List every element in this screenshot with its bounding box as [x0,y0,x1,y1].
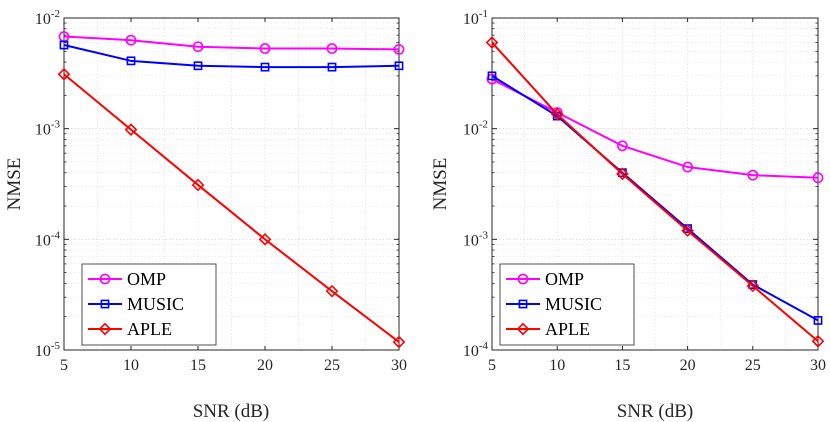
data-point [258,233,272,246]
x-axis-label: SNR (dB) [617,401,694,422]
data-point [394,61,404,71]
legend: OMP MUSIC APLE [81,263,217,346]
y-tick-label: 10-4 [463,340,489,360]
y-tick-label: 10-2 [463,119,488,139]
legend-entry: OMP [88,269,166,289]
x-tick-label: 25 [324,357,340,374]
x-tick-label: 30 [810,357,826,374]
legend-label: OMP [127,269,166,289]
data-point [393,44,405,55]
x-axis: 5 10 15 20 25 30 [60,18,407,374]
data-point [485,36,499,49]
data-point [682,161,693,173]
series-line [63,44,400,69]
y-tick-label: 10-1 [463,8,488,28]
legend-entry: MUSIC [506,294,602,314]
y-tick-label: 10-4 [35,229,61,249]
y-axis-label: NMSE [4,158,25,211]
series-line [491,41,819,342]
chart-left: 5 10 15 20 25 30 10-5 10-4 10-3 10-2 SNR (dB) NMSE O… [4,8,407,422]
series-line [63,73,400,343]
legend-entry: MUSIC [88,294,184,314]
data-point [616,167,629,181]
x-tick-label: 5 [60,357,68,374]
x-axis-label: SNR (dB) [193,401,270,422]
legend-label: MUSIC [127,294,184,314]
x-tick-label: 15 [190,357,206,374]
data-point [747,169,759,181]
legend-marker [518,299,528,309]
legend-entry: APLE [506,319,590,339]
x-tick-label: 25 [745,357,761,374]
data-point [327,62,337,72]
data-point [260,62,270,72]
y-tick-label: 10-3 [35,119,61,139]
y-axis: 10-5 10-4 10-3 10-2 [35,8,399,360]
axes-box [63,17,400,351]
x-tick-label: 30 [391,357,407,374]
data-point [259,43,271,54]
y-tick-label: 10-5 [35,340,61,360]
series-omp [486,73,824,184]
data-point [191,178,205,192]
data-point [192,41,204,53]
x-axis: 5 10 15 20 25 30 [488,18,826,374]
y-axis: 10-4 10-3 10-2 10-1 [463,8,818,360]
data-point [57,67,71,81]
x-tick-label: 15 [614,357,630,374]
series-aple [485,36,825,348]
series-music [59,40,404,72]
x-tick-label: 10 [123,357,139,374]
x-tick-label: 5 [488,357,496,374]
series-line [63,35,400,51]
data-point [746,279,760,293]
y-tick-label: 10-3 [463,229,489,249]
series-line [491,75,819,322]
data-point [617,140,628,152]
data-point [193,61,203,71]
legend-label: OMP [545,269,584,289]
data-point [325,284,339,298]
x-tick-label: 20 [257,357,273,374]
x-tick-label: 20 [680,357,696,374]
legend-entry: APLE [88,319,172,339]
legend-marker [99,273,111,285]
legend-marker [516,322,530,336]
data-point [681,224,694,237]
data-point [59,40,69,50]
data-point [812,172,824,184]
data-point [487,71,497,81]
y-tick-label: 10-2 [35,8,60,28]
data-point [326,43,338,54]
axes-box [491,17,819,351]
legend-label: APLE [545,319,590,339]
legend-label: MUSIC [545,294,602,314]
series-aple [57,67,406,349]
data-point [550,107,564,121]
legend-entry: OMP [506,269,584,289]
data-point [392,335,406,349]
x-tick-label: 10 [549,357,565,374]
legend-marker [100,299,110,309]
legend-marker [517,273,529,285]
data-point [124,123,138,136]
data-point [813,316,823,325]
chart-right: 5 10 15 20 25 30 10-4 10-3 10-2 10-1 SNR (dB) NMSE O… [430,8,826,422]
legend: OMP MUSIC APLE [499,263,635,346]
data-point [811,334,825,348]
data-point [125,34,137,46]
data-point [126,56,136,66]
series-line [491,78,819,179]
y-axis-label: NMSE [430,158,451,211]
legend-label: APLE [127,319,172,339]
legend-marker [98,322,112,336]
